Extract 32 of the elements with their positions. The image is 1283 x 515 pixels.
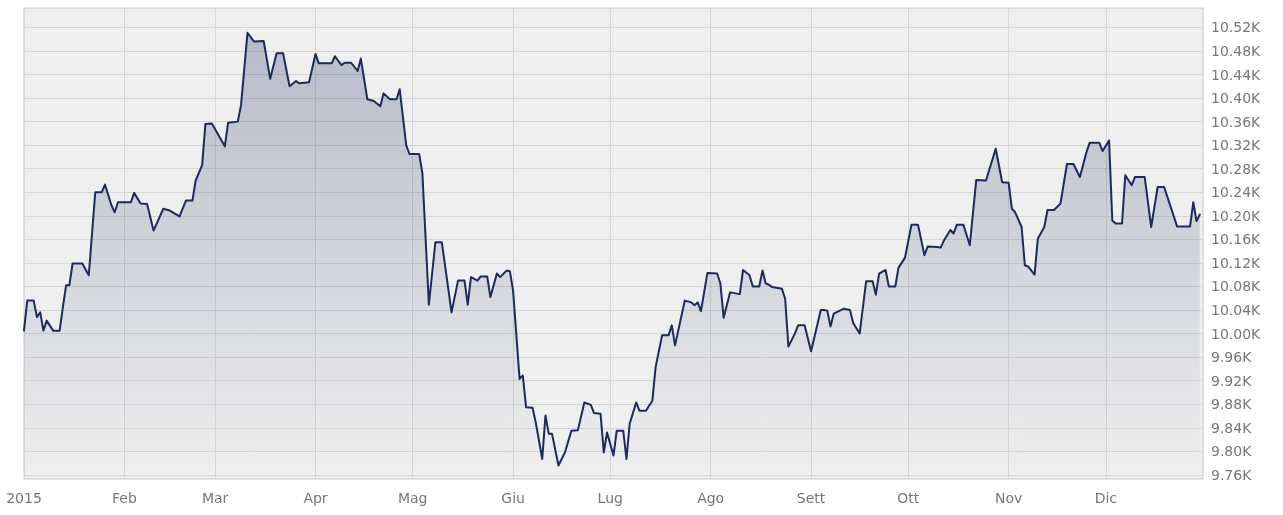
y-tick-label: 9.84K (1211, 419, 1253, 436)
x-tick-label: Nov (995, 490, 1023, 506)
y-tick-label: 9.96K (1211, 349, 1253, 366)
x-tick-label: Apr (303, 490, 328, 506)
x-tick-label: Giu (501, 490, 525, 506)
x-tick-label: Sett (796, 490, 826, 506)
y-tick-label: 10.32K (1211, 137, 1262, 154)
y-tick-label: 10.04K (1211, 302, 1262, 319)
x-tick-label: Ott (897, 490, 920, 506)
y-tick-label: 10.24K (1211, 184, 1262, 201)
x-tick-label: Mag (397, 490, 428, 506)
y-tick-label: 10.12K (1211, 254, 1262, 271)
y-tick-label: 9.80K (1211, 443, 1253, 460)
y-tick-label: 10.00K (1211, 325, 1262, 342)
y-tick-label: 10.28K (1211, 160, 1262, 177)
y-tick-label: 10.08K (1211, 278, 1262, 295)
y-tick-label: 10.40K (1211, 90, 1262, 107)
x-tick-label: Mar (201, 490, 229, 506)
x-tick-label: Ago (697, 490, 725, 506)
y-tick-label: 10.16K (1211, 231, 1262, 248)
y-tick-label: 9.88K (1211, 396, 1253, 413)
y-tick-label: 10.36K (1211, 113, 1262, 130)
y-tick-label: 10.52K (1211, 19, 1262, 36)
x-tick-label: Dic (1094, 490, 1118, 506)
x-tick-label: 2015 (6, 490, 42, 506)
y-tick-label: 9.76K (1211, 466, 1253, 483)
x-tick-label: Feb (112, 490, 137, 506)
y-tick-label: 9.92K (1211, 372, 1253, 389)
y-tick-label: 10.44K (1211, 66, 1262, 83)
y-tick-label: 10.20K (1211, 207, 1262, 224)
y-tick-label: 10.48K (1211, 42, 1262, 59)
x-tick-label: Lug (597, 490, 623, 506)
